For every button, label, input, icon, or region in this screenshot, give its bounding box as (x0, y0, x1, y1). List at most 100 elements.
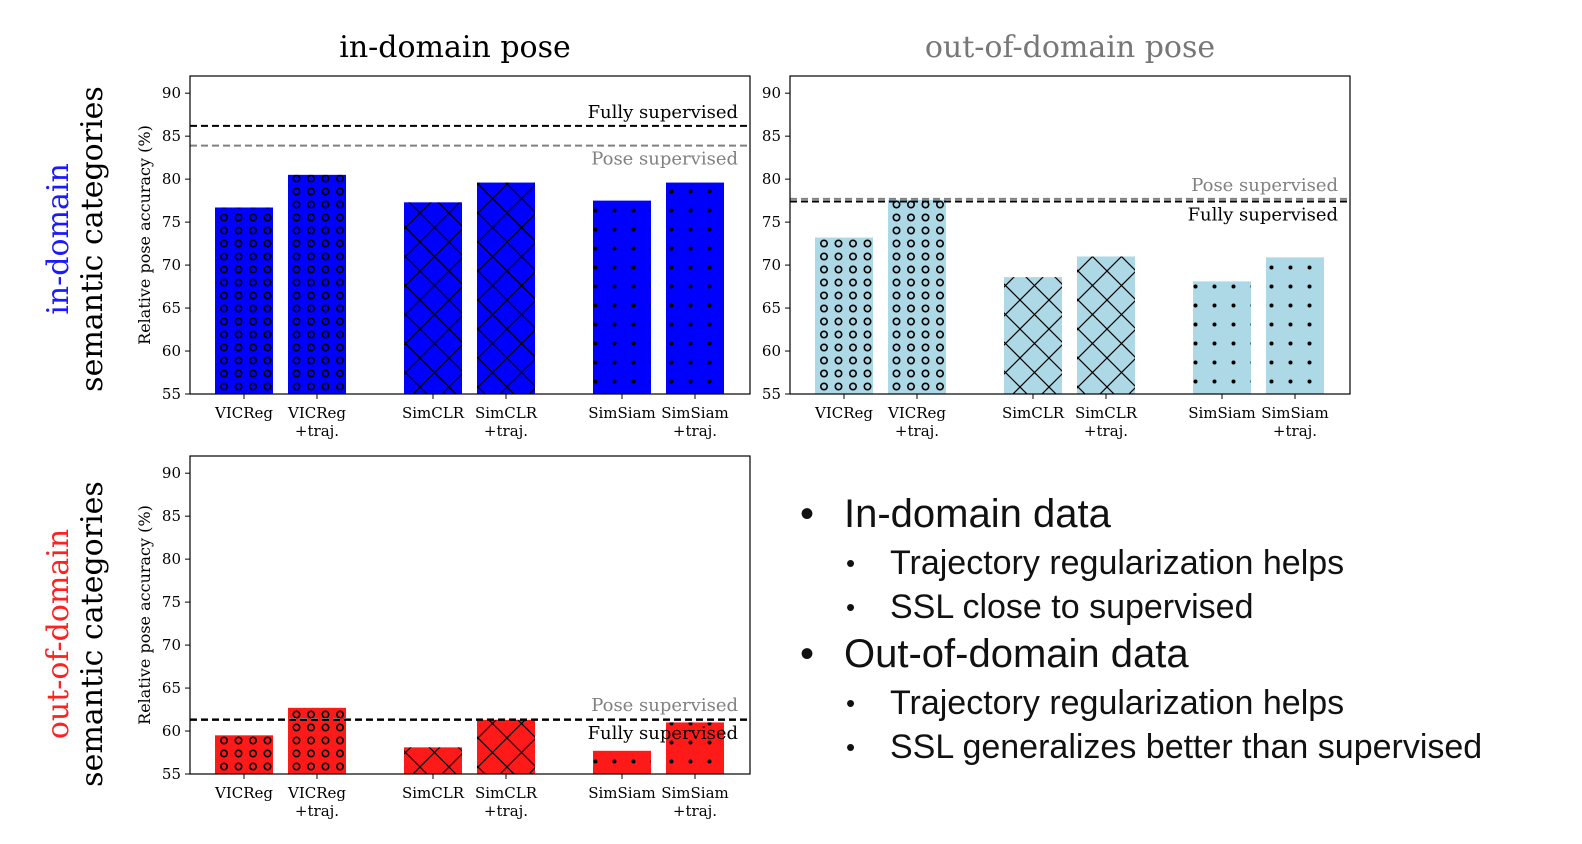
bullet-out-of-domain: • Out-of-domain data (800, 630, 1482, 678)
plot-frame (189, 75, 751, 395)
chart-in-domain-sem-out-of-domain-pose: VICReg VICReg+traj.SimCLR SimCLR+traj.SimS… (762, 75, 1351, 440)
x-tick-label: SimCLR (475, 784, 538, 802)
sub-bullet: • SSL generalizes better than supervised (800, 726, 1482, 768)
y-tick-label: 90 (162, 464, 181, 482)
bullet-dot-icon: • (800, 632, 815, 676)
bar-hatch (666, 182, 724, 394)
bullet-in-domain-title: In-domain data (844, 492, 1111, 536)
bar-hatch (404, 202, 462, 394)
sub-bullet-text: Trajectory regularization helps (890, 684, 1345, 722)
column-title-out-of-domain-pose: out-of-domain pose (924, 30, 1216, 65)
bar-hatch (593, 750, 651, 774)
bar-hatch (1077, 256, 1135, 394)
x-tick-label: +traj. (1273, 422, 1317, 440)
y-tick-label: 65 (762, 299, 781, 317)
y-axis-label: Relative pose accuracy (%) (135, 505, 154, 725)
sub-bullet-text: Trajectory regularization helps (890, 544, 1345, 582)
bullet-dot-icon: • (800, 492, 815, 536)
row-label-out-of-domain-line1: out-of-domain (41, 528, 76, 740)
y-tick-label: 80 (762, 170, 781, 188)
reference-label: Pose supervised (1191, 175, 1338, 196)
plot-frame (189, 455, 751, 775)
row-label-in-domain: in-domain semantic categories (41, 74, 110, 404)
bar-hatch (215, 207, 273, 394)
y-tick-label: 75 (762, 213, 781, 231)
x-tick-label: SimCLR (402, 784, 465, 802)
x-tick-label: +traj. (484, 802, 528, 820)
chart-out-of-domain-sem-in-domain-pose: VICReg VICReg+traj.SimCLR SimCLR+traj.SimS… (135, 455, 751, 820)
x-tick-label: +traj. (1084, 422, 1128, 440)
x-tick-label: +traj. (673, 422, 717, 440)
x-tick-label: SimCLR (1075, 404, 1138, 422)
x-tick-label: SimCLR (1002, 404, 1065, 422)
reference-label: Fully supervised (1188, 204, 1338, 225)
x-tick-label: VICReg (287, 404, 346, 422)
x-tick-label: SimSiam (588, 784, 656, 802)
y-tick-label: 60 (162, 342, 181, 360)
bar-hatch (404, 747, 462, 774)
y-tick-label: 85 (162, 127, 181, 145)
sub-bullet-text: SSL generalizes better than supervised (890, 728, 1483, 766)
bar-hatch (1193, 281, 1251, 394)
bar-hatch (666, 722, 724, 774)
y-tick-label: 55 (162, 765, 181, 783)
x-tick-label: +traj. (895, 422, 939, 440)
y-tick-label: 70 (162, 256, 181, 274)
y-tick-label: 60 (162, 722, 181, 740)
bar-hatch (288, 707, 346, 774)
y-tick-label: 90 (762, 84, 781, 102)
column-title-in-domain-pose: in-domain pose (339, 30, 571, 65)
x-tick-label: SimSiam (588, 404, 656, 422)
row-label-out-of-domain: out-of-domain semantic categories (41, 469, 110, 799)
row-label-in-domain-line2: semantic categories (75, 86, 110, 392)
bar-hatch (593, 200, 651, 394)
chart-in-domain-sem-in-domain-pose: VICReg VICReg+traj.SimCLR SimCLR+traj.SimS… (135, 75, 751, 440)
x-tick-label: +traj. (484, 422, 528, 440)
y-tick-label: 85 (162, 507, 181, 525)
plot-frame (789, 75, 1351, 395)
x-tick-label: SimCLR (402, 404, 465, 422)
bullet-in-domain: • In-domain data (800, 490, 1482, 538)
x-tick-label: SimSiam (661, 404, 729, 422)
bar-hatch (815, 237, 873, 394)
x-tick-label: VICReg (287, 784, 346, 802)
x-tick-label: SimCLR (475, 404, 538, 422)
bar-hatch (477, 182, 535, 394)
bar-hatch (288, 174, 346, 394)
sub-bullet: • SSL close to supervised (800, 586, 1482, 628)
y-tick-label: 65 (162, 299, 181, 317)
reference-label: Fully supervised (588, 102, 738, 123)
x-tick-label: VICReg (814, 404, 873, 422)
bullet-dot-icon: • (846, 592, 856, 622)
bullet-dot-icon: • (846, 732, 856, 762)
x-tick-label: VICReg (887, 404, 946, 422)
y-tick-label: 60 (762, 342, 781, 360)
x-tick-label: SimSiam (1188, 404, 1256, 422)
y-tick-label: 80 (162, 170, 181, 188)
bar-hatch (1266, 257, 1324, 394)
x-tick-label: +traj. (673, 802, 717, 820)
y-tick-label: 85 (762, 127, 781, 145)
bullet-dot-icon: • (846, 688, 856, 718)
bar-hatch (1004, 277, 1062, 394)
x-tick-label: +traj. (295, 422, 339, 440)
sub-bullet-text: SSL close to supervised (890, 588, 1254, 626)
y-tick-label: 65 (162, 679, 181, 697)
bullet-dot-icon: • (846, 548, 856, 578)
bar-hatch (888, 199, 946, 394)
summary-bullets: • In-domain data • Trajectory regulariza… (800, 490, 1482, 770)
bar-hatch (477, 719, 535, 774)
x-tick-label: VICReg (214, 404, 273, 422)
y-tick-label: 70 (762, 256, 781, 274)
sub-bullet: • Trajectory regularization helps (800, 682, 1482, 724)
reference-label: Fully supervised (588, 723, 738, 744)
x-tick-label: +traj. (295, 802, 339, 820)
y-tick-label: 55 (162, 385, 181, 403)
y-axis-label: Relative pose accuracy (%) (135, 125, 154, 345)
x-tick-label: SimSiam (661, 784, 729, 802)
bar-hatch (215, 735, 273, 774)
y-tick-label: 90 (162, 84, 181, 102)
x-tick-label: VICReg (214, 784, 273, 802)
y-tick-label: 70 (162, 636, 181, 654)
y-tick-label: 55 (762, 385, 781, 403)
